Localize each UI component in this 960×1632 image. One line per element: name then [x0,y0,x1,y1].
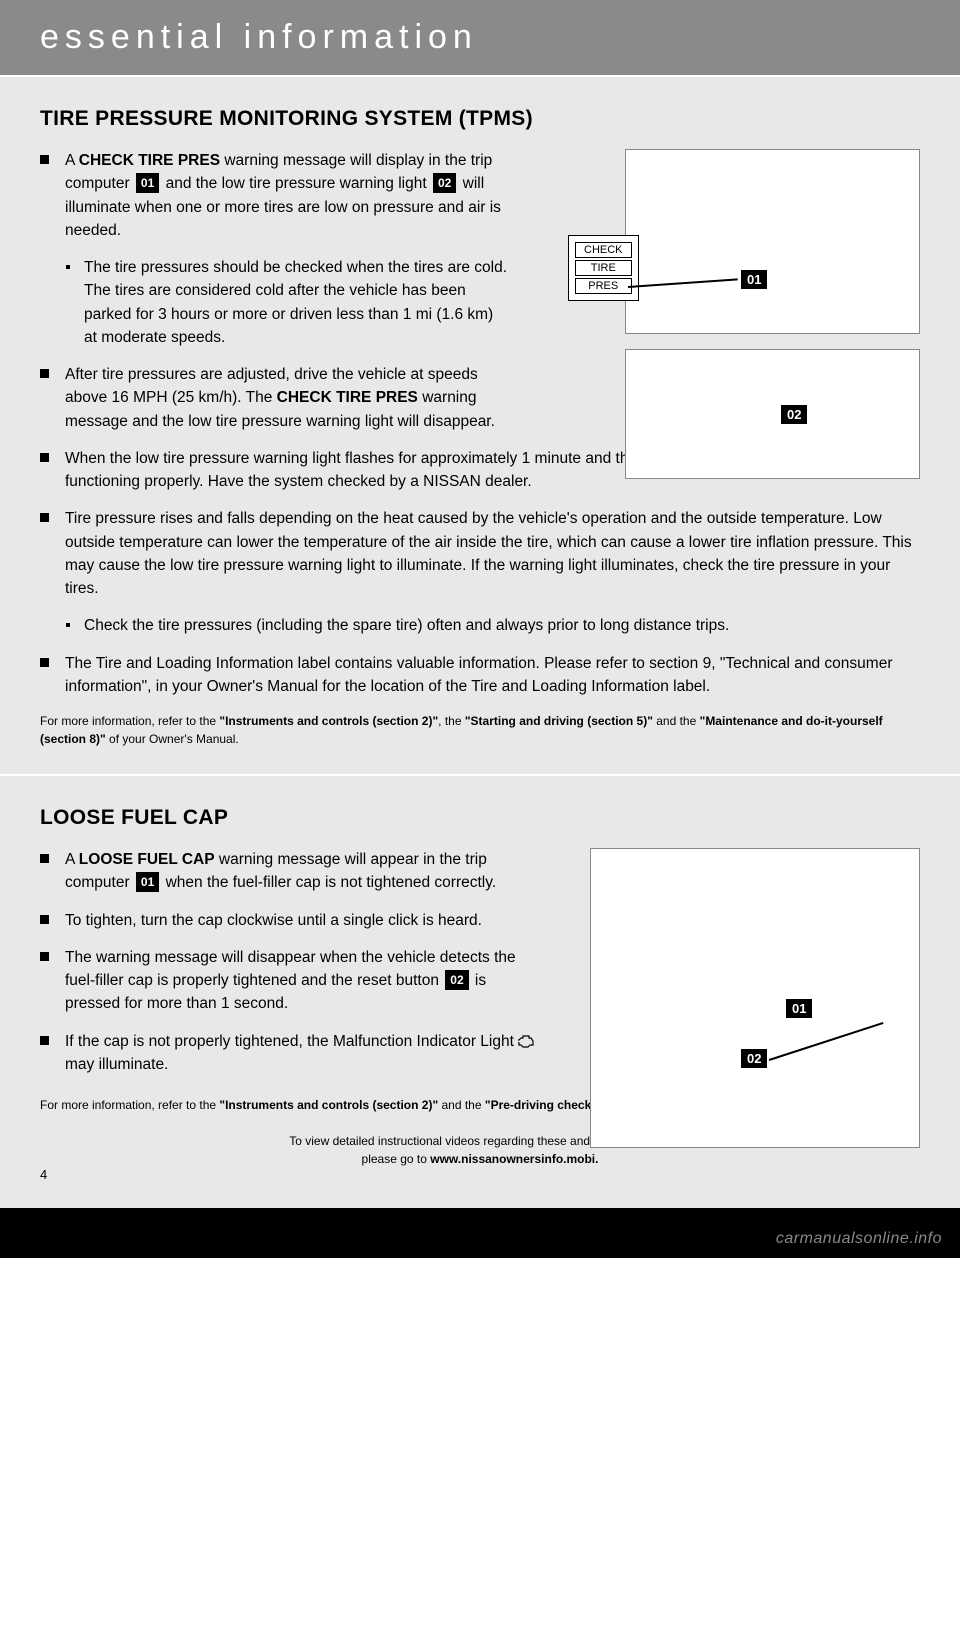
bullet-icon [40,915,49,924]
tpms-bullet-5: The Tire and Loading Information label c… [40,652,920,699]
fuel-bullet-1: A LOOSE FUEL CAP warning message will ap… [40,848,540,895]
tpms-content: CHECK TIRE PRES 01 02 A CHECK TIRE PRES … [40,149,920,698]
pres-label: PRES [575,278,632,294]
fuel-figure: 01 02 [590,848,920,1148]
bullet-icon [40,513,49,522]
tpms-text-narrow: A CHECK TIRE PRES warning message will d… [40,149,510,433]
fuel-bullet-4: If the cap is not properly tightened, th… [40,1030,540,1077]
callout-02: 02 [741,1049,767,1068]
bullet-icon [40,1036,49,1045]
sub-bullet-icon [66,265,70,269]
bullet-icon [40,854,49,863]
bullet-icon [40,155,49,164]
tpms-figure-2: 02 [625,349,920,479]
tpms-bullet-2: After tire pressures are adjusted, drive… [40,363,510,433]
bullet-icon [40,952,49,961]
fuel-content: 01 02 A LOOSE FUEL CAP warning message w… [40,848,920,1076]
tire-label: TIRE [575,260,632,276]
tpms-bullet-4: Tire pressure rises and falls depending … [40,507,920,600]
engine-icon [518,1034,538,1048]
tpms-bullet-1: A CHECK TIRE PRES warning message will d… [40,149,510,242]
tpms-footnote: For more information, refer to the "Inst… [40,712,920,748]
callout-line-1 [628,278,738,287]
header-title: essential information [40,18,478,56]
fuel-bullet-3: The warning message will disappear when … [40,946,540,1016]
tpms-title: TIRE PRESSURE MONITORING SYSTEM (TPMS) [40,107,920,131]
callout-01: 01 [786,999,812,1018]
callout-line-2 [769,1022,884,1061]
tpms-section: TIRE PRESSURE MONITORING SYSTEM (TPMS) C… [0,75,960,774]
bullet-icon [40,369,49,378]
fuel-text: A LOOSE FUEL CAP warning message will ap… [40,848,540,1076]
callout-02: 02 [781,405,807,424]
fuel-bullet-2: To tighten, turn the cap clockwise until… [40,909,540,932]
num-01-icon: 01 [136,173,159,193]
sub-bullet-icon [66,623,70,627]
check-label: CHECK [575,242,632,258]
check-tire-pres-stack: CHECK TIRE PRES [568,235,639,301]
tpms-sub-1: The tire pressures should be checked whe… [66,256,510,349]
header-bar: essential information [0,0,960,75]
tpms-text-wide: When the low tire pressure warning light… [40,447,920,698]
footer-bar: carmanualsonline.info [0,1208,960,1258]
watermark: carmanualsonline.info [776,1230,942,1248]
fuel-section: LOOSE FUEL CAP 01 02 A LOOSE FUEL CAP wa… [0,774,960,1208]
fuel-title: LOOSE FUEL CAP [40,806,920,830]
tpms-sub-2: Check the tire pressures (including the … [66,614,920,637]
num-01-icon: 01 [136,872,159,892]
bullet-icon [40,453,49,462]
page-number: 4 [40,1167,47,1182]
num-02-icon: 02 [445,970,468,990]
num-02-icon: 02 [433,173,456,193]
bullet-icon [40,658,49,667]
callout-01: 01 [741,270,767,289]
tpms-figure-1: CHECK TIRE PRES 01 [625,149,920,334]
